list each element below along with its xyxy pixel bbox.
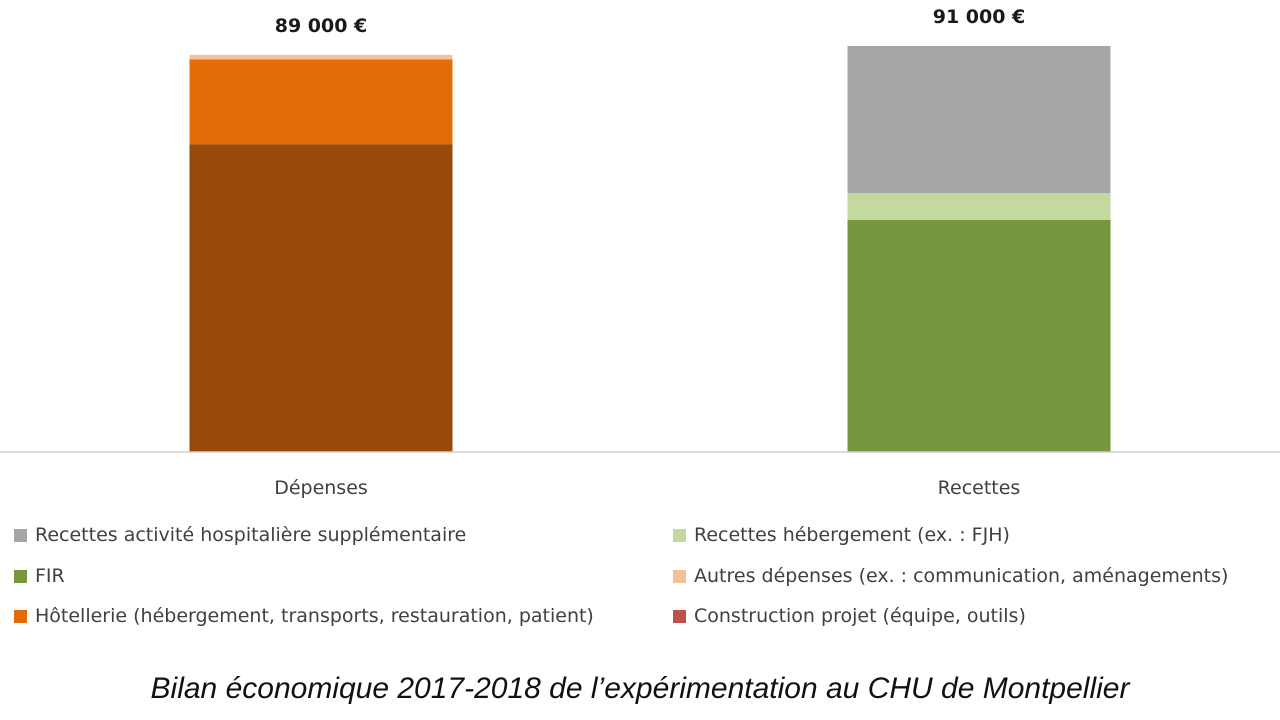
legend-swatch <box>14 569 27 583</box>
legend-label: Recettes hébergement (ex. : FJH) <box>694 524 1010 546</box>
chart-caption: Bilan économique 2017-2018 de l’expérime… <box>150 672 1130 705</box>
legend-swatch <box>14 609 27 623</box>
bar-segment <box>189 59 453 145</box>
legend-swatch <box>673 528 686 542</box>
legend-item: Recettes hébergement (ex. : FJH) <box>673 524 1010 546</box>
legend-swatch <box>14 528 27 542</box>
legend-swatch <box>673 609 686 623</box>
legend-item: Construction projet (équipe, outils) <box>673 605 1026 627</box>
bar-segment <box>847 220 1111 452</box>
bar-segment <box>189 54 453 60</box>
legend: Recettes activité hospitalière supplémen… <box>0 518 1280 648</box>
bars-group <box>189 46 1111 452</box>
bar-total-label: 89 000 € <box>275 15 368 37</box>
legend-label: Hôtellerie (hébergement, transports, res… <box>35 605 594 627</box>
legend-item: FIR <box>14 565 65 587</box>
legend-label: Construction projet (équipe, outils) <box>694 605 1026 627</box>
legend-label: Recettes activité hospitalière supplémen… <box>35 524 467 546</box>
category-label: Dépenses <box>274 477 368 499</box>
legend-swatch <box>673 569 686 583</box>
category-label: Recettes <box>938 477 1021 499</box>
legend-item: Hôtellerie (hébergement, transports, res… <box>14 605 594 627</box>
labels-group: 89 000 € Dépenses 91 000 € Recettes <box>274 6 1025 499</box>
stacked-bar-chart: 89 000 € Dépenses 91 000 € Recettes <box>0 6 1280 499</box>
bar-segment <box>189 144 453 452</box>
legend-label: FIR <box>35 565 65 587</box>
bar-segment <box>847 193 1111 220</box>
legend-label: Autres dépenses (ex. : communication, am… <box>694 565 1229 587</box>
legend-item: Recettes activité hospitalière supplémen… <box>14 524 466 546</box>
bar-segment <box>847 46 1111 194</box>
legend-item: Autres dépenses (ex. : communication, am… <box>673 565 1228 587</box>
bar-total-label: 91 000 € <box>933 6 1026 28</box>
